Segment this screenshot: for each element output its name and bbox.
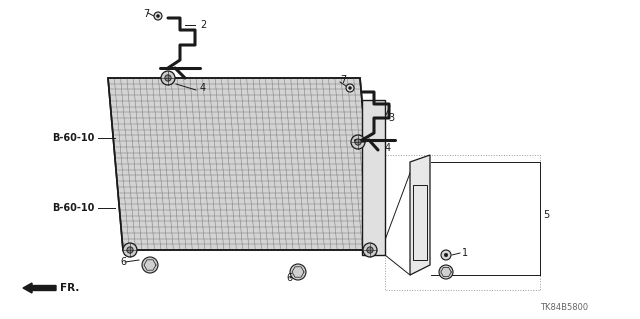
Polygon shape bbox=[362, 100, 385, 255]
Text: 1: 1 bbox=[462, 248, 468, 258]
Text: B-60-10: B-60-10 bbox=[52, 203, 94, 213]
Text: 5: 5 bbox=[543, 210, 549, 220]
Circle shape bbox=[142, 257, 158, 273]
Circle shape bbox=[349, 86, 351, 89]
Circle shape bbox=[123, 243, 137, 257]
Circle shape bbox=[346, 84, 354, 92]
Circle shape bbox=[363, 243, 377, 257]
Circle shape bbox=[355, 139, 361, 145]
Circle shape bbox=[351, 135, 365, 149]
Text: FR.: FR. bbox=[60, 283, 79, 293]
Text: TK84B5800: TK84B5800 bbox=[540, 303, 588, 313]
Circle shape bbox=[161, 71, 175, 85]
Text: 3: 3 bbox=[388, 113, 394, 123]
Circle shape bbox=[441, 250, 451, 260]
Text: 4: 4 bbox=[385, 143, 391, 153]
Text: 4: 4 bbox=[200, 83, 206, 93]
Text: 2: 2 bbox=[200, 20, 206, 30]
FancyArrow shape bbox=[23, 283, 56, 293]
Polygon shape bbox=[410, 155, 430, 275]
Circle shape bbox=[165, 75, 171, 81]
Polygon shape bbox=[108, 78, 375, 250]
Text: 6: 6 bbox=[120, 257, 126, 267]
Circle shape bbox=[127, 247, 133, 253]
Text: 7: 7 bbox=[143, 9, 149, 19]
Text: 7: 7 bbox=[340, 75, 346, 85]
Circle shape bbox=[157, 15, 159, 18]
Circle shape bbox=[444, 253, 448, 257]
Text: 6: 6 bbox=[286, 273, 292, 283]
Text: B-60-10: B-60-10 bbox=[52, 133, 94, 143]
Circle shape bbox=[154, 12, 162, 20]
Circle shape bbox=[290, 264, 306, 280]
Circle shape bbox=[367, 247, 373, 253]
Circle shape bbox=[439, 265, 453, 279]
